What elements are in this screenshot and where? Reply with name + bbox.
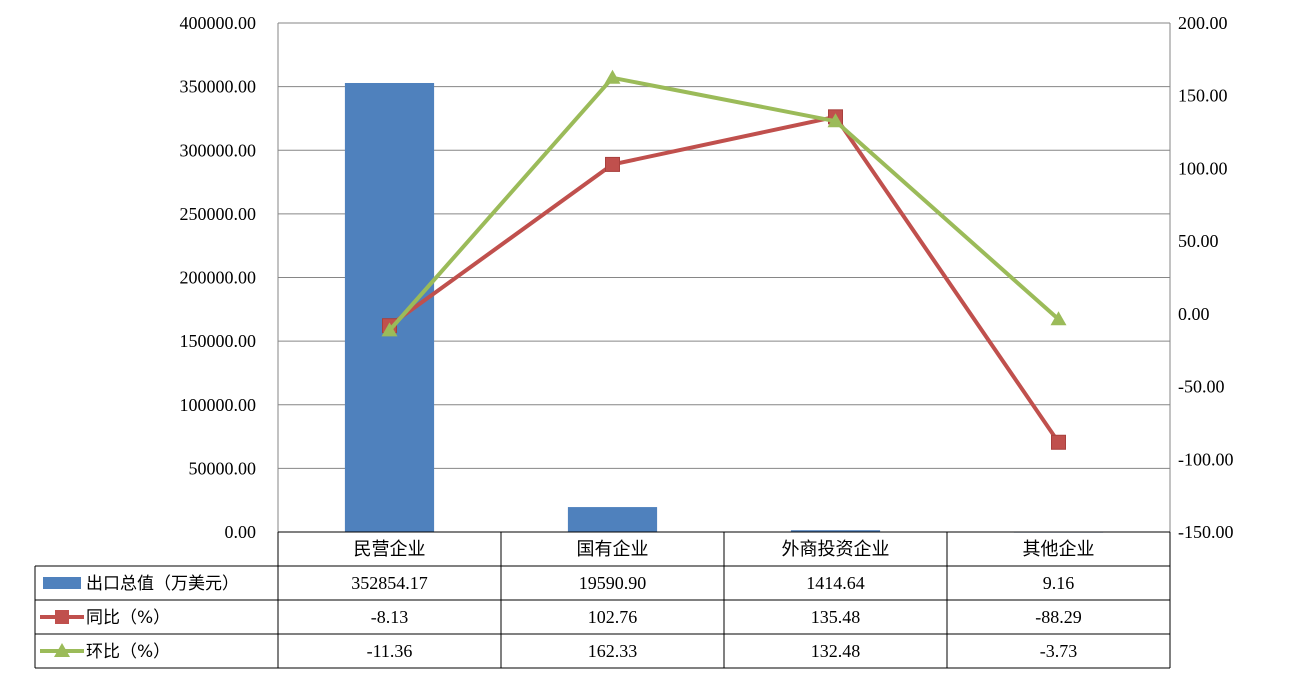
data-label: 132.48 [811, 641, 861, 661]
right-tick-label: 200.00 [1178, 13, 1228, 33]
right-tick-label: 0.00 [1178, 304, 1210, 324]
category-label: 其他企业 [1023, 539, 1095, 560]
triangle-marker [1050, 311, 1067, 326]
series-name: 同比（%） [86, 608, 170, 628]
bar-series [344, 82, 1104, 533]
right-tick-label: -50.00 [1178, 377, 1225, 397]
right-tick-label: 150.00 [1178, 86, 1228, 106]
data-label: -8.13 [371, 607, 409, 627]
left-tick-label: 100000.00 [180, 395, 257, 415]
bar [790, 530, 881, 532]
legend-key-marker [54, 643, 70, 657]
left-tick-label: 50000.00 [189, 458, 257, 478]
bar [567, 507, 658, 532]
data-label: 162.33 [588, 641, 638, 661]
data-label: -3.73 [1040, 641, 1078, 661]
axes: 400000.00 350000.00 300000.00 250000.00 2000… [180, 13, 1234, 542]
category-label: 民营企业 [354, 539, 426, 560]
left-tick-label: 200000.00 [180, 268, 257, 288]
data-label: 352854.17 [351, 573, 428, 593]
right-tick-label: -150.00 [1178, 522, 1234, 542]
triangle-marker [827, 113, 844, 128]
left-tick-label: 300000.00 [180, 140, 257, 160]
left-tick-label: 0.00 [225, 522, 257, 542]
data-label: 1414.64 [806, 573, 865, 593]
line-series [381, 69, 1067, 450]
right-tick-label: -100.00 [1178, 449, 1234, 469]
triangle-marker [381, 322, 398, 337]
data-label: 102.76 [588, 607, 638, 627]
right-tick-label: 100.00 [1178, 158, 1228, 178]
left-tick-label: 250000.00 [180, 204, 257, 224]
triangle-marker [604, 69, 621, 84]
category-label: 外商投资企业 [782, 539, 890, 560]
legend-key-bar [43, 577, 81, 589]
data-label: 9.16 [1043, 573, 1075, 593]
square-marker [1051, 434, 1066, 450]
series-line [388, 114, 1061, 444]
series-line [388, 75, 1060, 332]
left-tick-label: 350000.00 [180, 77, 257, 97]
square-marker [605, 156, 620, 172]
bar [344, 82, 435, 532]
right-tick-label: 50.00 [1178, 231, 1219, 251]
left-tick-label: 400000.00 [180, 13, 257, 33]
data-label: -88.29 [1035, 607, 1082, 627]
series-name: 环比（%） [86, 642, 170, 662]
legend-key-marker [55, 610, 69, 624]
data-label: 135.48 [811, 607, 861, 627]
data-label: -11.36 [367, 641, 413, 661]
data-label: 19590.90 [579, 573, 647, 593]
left-tick-label: 150000.00 [180, 331, 257, 351]
series-name: 出口总值（万美元） [86, 574, 239, 594]
category-label: 国有企业 [577, 539, 649, 560]
